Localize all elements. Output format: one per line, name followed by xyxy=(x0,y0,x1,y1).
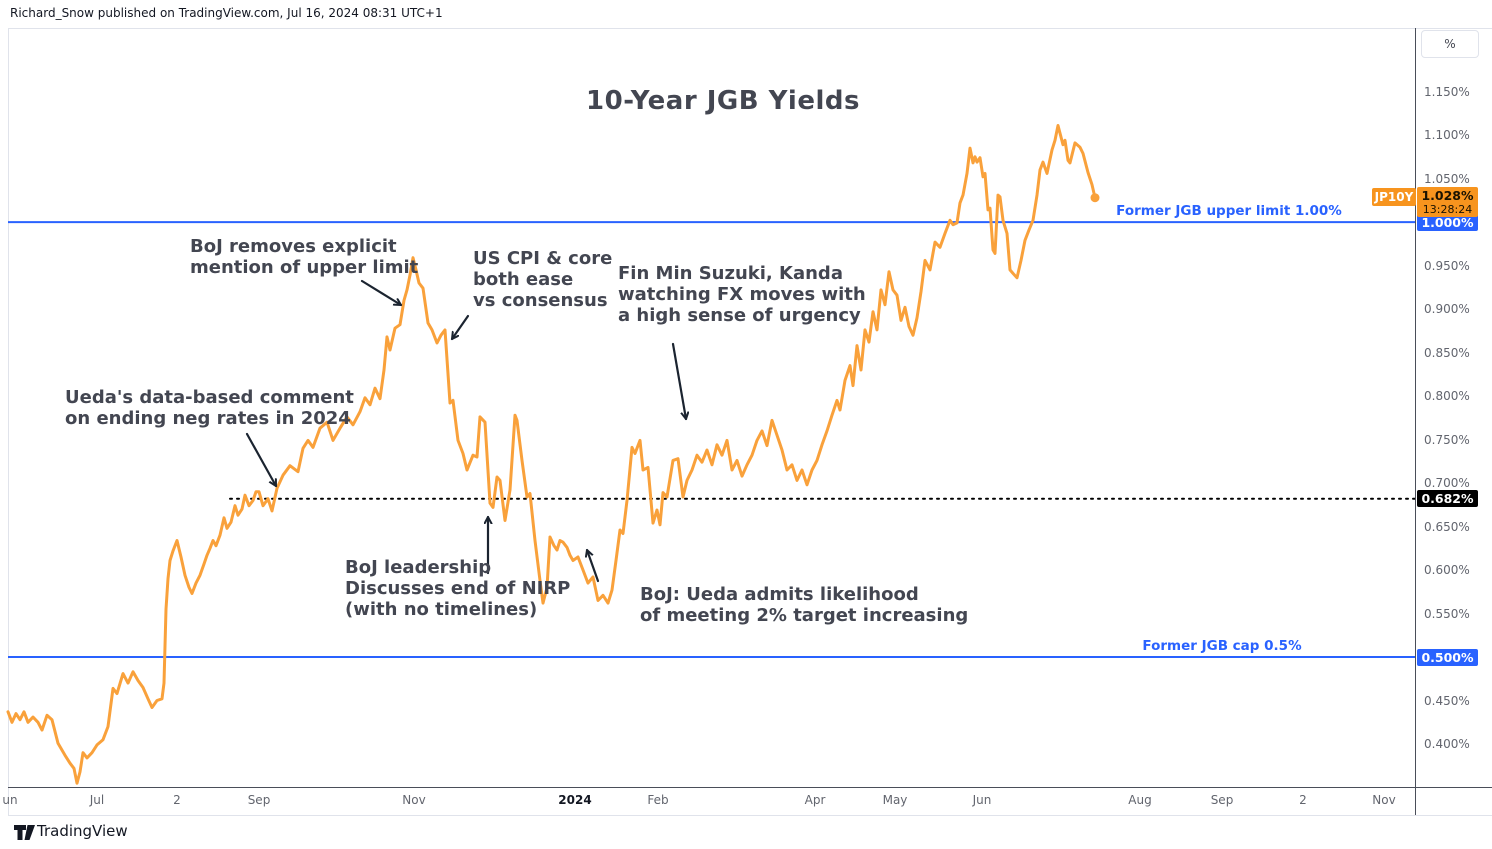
time-tick-Feb: Feb xyxy=(647,793,669,807)
footer: TradingView xyxy=(0,816,1492,849)
price-tick-0.650%: 0.650% xyxy=(1424,519,1470,534)
attribution-text: Richard_Snow published on TradingView.co… xyxy=(10,6,443,20)
price-tick-0.700%: 0.700% xyxy=(1424,476,1470,491)
price-tick-0.850%: 0.850% xyxy=(1424,345,1470,360)
annotation-arrow-ueda-data-based-comment xyxy=(245,432,278,488)
time-tick-2: 2 xyxy=(173,793,181,807)
price-tick-0.600%: 0.600% xyxy=(1424,563,1470,578)
time-tick-un: un xyxy=(2,793,18,807)
price-tick-0.450%: 0.450% xyxy=(1424,693,1470,708)
price-tick-0.550%: 0.550% xyxy=(1424,606,1470,621)
time-tick-Sep: Sep xyxy=(247,793,271,807)
price-tick-0.800%: 0.800% xyxy=(1424,389,1470,404)
chart-title: 10-Year JGB Yields xyxy=(586,86,860,116)
time-tick-May: May xyxy=(882,793,908,807)
annotation-arrow-boj-removes-upper-limit xyxy=(360,279,403,307)
time-tick-Apr: Apr xyxy=(804,793,826,807)
annotation-arrow-suzuki-kanda-fx xyxy=(671,342,686,421)
price-level-badge-0.500%: 0.500% xyxy=(1417,648,1478,666)
annotation-ueda-data-based-comment: Ueda's data-based comment on ending neg r… xyxy=(65,387,354,429)
chart-frame-bottom xyxy=(8,815,1492,816)
price-level-badge-0.682%: 0.682% xyxy=(1417,490,1478,508)
price-level-badge-1.000%: 1.000% xyxy=(1417,213,1478,231)
price-axis-border xyxy=(1415,28,1416,815)
former-jgb-upper-limit-label: Former JGB upper limit 1.00% xyxy=(1116,203,1342,220)
last-price-time: 13:28:24 xyxy=(1422,203,1473,216)
annotation-boj-2pct-target: BoJ: Ueda admits likelihood of meeting 2%… xyxy=(640,584,969,626)
price-tick-0.900%: 0.900% xyxy=(1424,302,1470,317)
time-tick-Jun: Jun xyxy=(972,793,992,807)
price-tick-1.100%: 1.100% xyxy=(1424,128,1470,143)
time-tick-2: 2 xyxy=(1299,793,1307,807)
time-tick-Nov: Nov xyxy=(402,793,426,807)
price-tick-0.750%: 0.750% xyxy=(1424,432,1470,447)
yield-line xyxy=(6,124,1097,785)
tradingview-logo-icon xyxy=(14,825,35,840)
price-tick-0.400%: 0.400% xyxy=(1424,737,1470,752)
annotation-us-cpi-ease: US CPI & core both ease vs consensus xyxy=(473,248,613,311)
price-tick-0.950%: 0.950% xyxy=(1424,258,1470,273)
price-tick-1.050%: 1.050% xyxy=(1424,171,1470,186)
last-price-badge: 1.028% 13:28:24 xyxy=(1417,187,1478,217)
percent-scale-button[interactable]: % xyxy=(1421,30,1479,58)
annotation-suzuki-kanda-fx: Fin Min Suzuki, Kanda watching FX moves w… xyxy=(618,263,866,326)
annotation-boj-removes-upper-limit: BoJ removes explicit mention of upper lim… xyxy=(190,236,419,278)
former-jgb-cap-label: Former JGB cap 0.5% xyxy=(1142,638,1302,655)
tradingview-brand-text: TradingView xyxy=(37,822,128,840)
annotation-arrow-us-cpi-ease xyxy=(450,314,470,341)
time-axis-border xyxy=(8,787,1492,788)
price-tick-1.150%: 1.150% xyxy=(1424,84,1470,99)
time-tick-Nov: Nov xyxy=(1372,793,1396,807)
last-price-marker xyxy=(1090,193,1100,203)
time-tick-Sep: Sep xyxy=(1210,793,1234,807)
annotation-arrow-boj-2pct-target xyxy=(587,548,600,583)
last-price-value: 1.028% xyxy=(1421,188,1474,203)
time-tick-Jul: Jul xyxy=(89,793,105,807)
time-tick-Aug: Aug xyxy=(1128,793,1152,807)
attribution-bar: Richard_Snow published on TradingView.co… xyxy=(0,0,1492,28)
symbol-badge: JP10Y xyxy=(1372,188,1416,206)
chart-frame-left xyxy=(8,28,9,815)
time-tick-2024: 2024 xyxy=(558,793,592,807)
chart-frame-top xyxy=(8,28,1492,29)
annotation-boj-nirp-end: BoJ leadership Discusses end of NIRP (with… xyxy=(345,557,571,620)
